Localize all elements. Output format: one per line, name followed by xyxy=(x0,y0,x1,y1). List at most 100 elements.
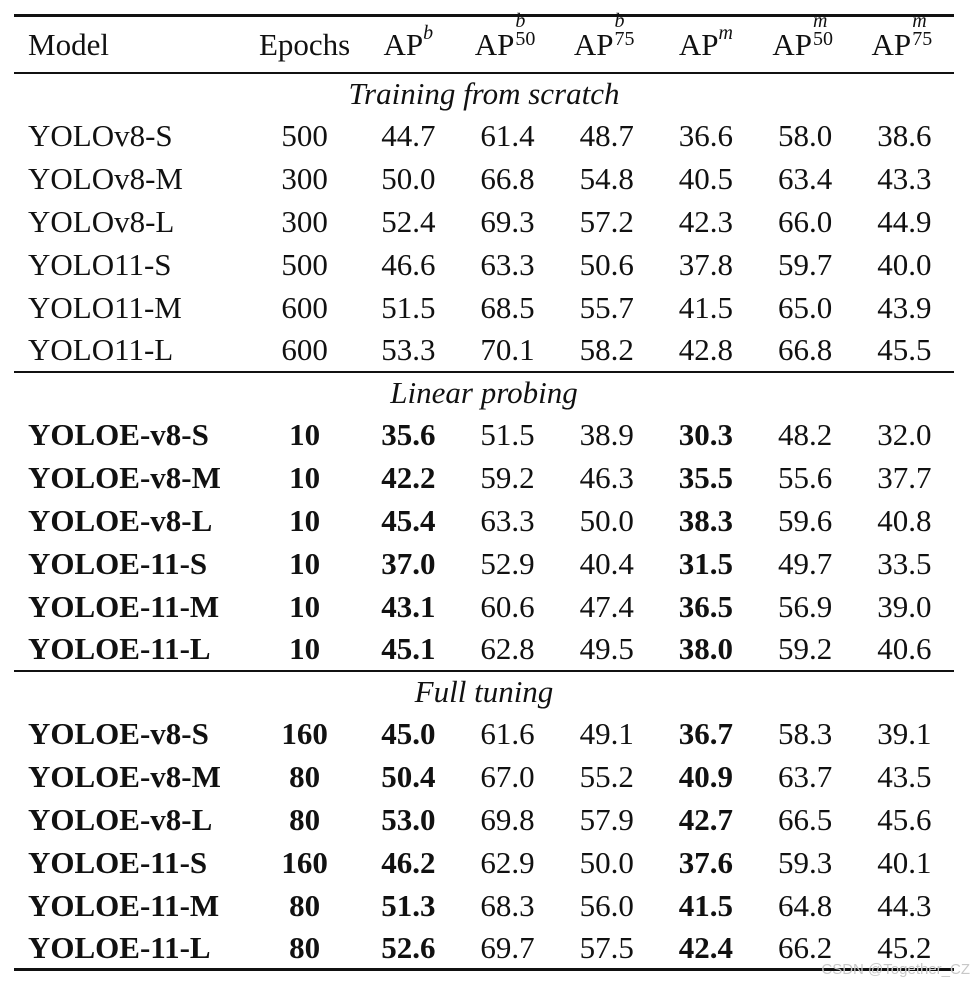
cell-ap-b: 37.0 xyxy=(381,545,436,581)
table-row: YOLOE-v8-L 10 45.4 63.3 50.0 38.3 59.6 40.8 xyxy=(14,499,954,542)
cell-ap-m75: 39.0 xyxy=(877,588,932,624)
header-ap-mask-75: AP m 75 xyxy=(854,11,954,73)
cell-ap-b: 35.6 xyxy=(381,416,436,452)
cell-ap-b50: 63.3 xyxy=(480,502,535,538)
table-row: YOLOE-11-L 10 45.1 62.8 49.5 38.0 59.2 40.6 xyxy=(14,628,954,671)
cell-model: YOLOv8-M xyxy=(28,160,183,196)
cell-epochs: 10 xyxy=(289,459,321,495)
section-title: Linear probing xyxy=(14,370,954,413)
table-row: YOLO11-S 500 46.6 63.3 50.6 37.8 59.7 40.0 xyxy=(14,243,954,286)
cell-ap-m: 37.6 xyxy=(678,844,734,880)
cell-model: YOLOv8-L xyxy=(28,203,175,239)
cell-model: YOLOE-v8-M xyxy=(28,758,221,794)
cell-ap-m75: 45.2 xyxy=(854,926,954,971)
cell-ap-b75: 40.4 xyxy=(579,545,634,581)
cell-ap-m50: 58.0 xyxy=(778,117,833,153)
cell-ap-b75: 57.2 xyxy=(579,203,634,239)
header-ap-box-75: AP b 75 xyxy=(557,11,657,73)
cell-ap-m: 42.4 xyxy=(656,926,756,971)
cell-epochs: 160 xyxy=(281,715,328,751)
cell-ap-b75: 49.1 xyxy=(579,715,634,751)
cell-ap-m75: 40.6 xyxy=(877,631,932,666)
cell-ap-b75: 55.7 xyxy=(579,289,634,325)
cell-ap-b50: 61.6 xyxy=(480,715,535,751)
section-title: Full tuning xyxy=(14,669,954,712)
section-row: Linear probing xyxy=(14,370,954,413)
cell-ap-m75: 37.7 xyxy=(877,459,932,495)
cell-epochs: 500 xyxy=(281,117,328,153)
cell-epochs: 10 xyxy=(289,588,321,624)
cell-ap-m75: 33.5 xyxy=(877,545,932,581)
cell-ap-b75: 48.7 xyxy=(579,117,634,153)
section-title: Training from scratch xyxy=(14,71,954,114)
cell-epochs: 10 xyxy=(289,416,321,452)
cell-ap-b50: 63.3 xyxy=(480,246,535,282)
cell-ap-b50: 61.4 xyxy=(480,117,535,153)
cell-epochs: 600 xyxy=(281,289,328,325)
table-row: YOLOE-11-L 80 52.6 69.7 57.5 42.4 66.2 45.2 xyxy=(14,926,954,971)
cell-ap-m: 38.3 xyxy=(678,502,734,538)
cell-model: YOLOE-v8-M xyxy=(28,459,221,495)
cell-ap-m: 36.7 xyxy=(678,715,734,751)
cell-ap-m50: 63.4 xyxy=(778,160,833,196)
cell-ap-b50: 52.9 xyxy=(480,545,535,581)
header-ap-mask-50: AP m 50 xyxy=(755,11,855,73)
cell-ap-m75: 40.1 xyxy=(877,844,932,880)
cell-ap-b75: 50.0 xyxy=(579,502,634,538)
cell-ap-m50: 63.7 xyxy=(778,758,833,794)
cell-model: YOLOE-11-S xyxy=(28,545,208,581)
header-ap-box-50: AP b 50 xyxy=(457,11,558,73)
cell-ap-b75: 57.5 xyxy=(557,926,657,971)
cell-ap-m75: 44.9 xyxy=(877,203,932,239)
table-row: YOLOE-11-M 80 51.3 68.3 56.0 41.5 64.8 44.3 xyxy=(14,884,954,927)
cell-ap-m: 30.3 xyxy=(678,416,734,452)
cell-ap-m50: 48.2 xyxy=(778,416,833,452)
table-body: Training from scratch YOLOv8-S 500 44.7 61.4… xyxy=(14,71,954,971)
section-row: Training from scratch xyxy=(14,71,954,114)
cell-ap-m50: 59.2 xyxy=(778,631,833,666)
cell-ap-b75: 56.0 xyxy=(579,887,634,923)
cell-ap-m75: 45.6 xyxy=(877,801,932,837)
cell-model: YOLOE-v8-L xyxy=(28,801,213,837)
cell-ap-b75: 49.5 xyxy=(579,631,634,666)
cell-ap-m50: 56.9 xyxy=(778,588,833,624)
header-ap-mask: APm xyxy=(656,14,756,73)
cell-ap-b75: 55.2 xyxy=(579,758,634,794)
cell-ap-b: 45.4 xyxy=(381,502,436,538)
table-row: YOLOv8-M 300 50.0 66.8 54.8 40.5 63.4 43.3 xyxy=(14,157,954,200)
table-row: YOLOE-v8-L 80 53.0 69.8 57.9 42.7 66.5 45.6 xyxy=(14,798,954,841)
table-row: YOLOE-v8-S 10 35.6 51.5 38.9 30.3 48.2 32.0 xyxy=(14,413,954,456)
cell-epochs: 10 xyxy=(289,502,321,538)
cell-ap-b: 51.3 xyxy=(381,887,436,923)
cell-ap-b: 46.2 xyxy=(381,844,436,880)
cell-ap-b: 42.2 xyxy=(381,459,436,495)
table-row: YOLOE-11-M 10 43.1 60.6 47.4 36.5 56.9 39.0 xyxy=(14,585,954,628)
cell-ap-m50: 58.3 xyxy=(778,715,833,751)
cell-ap-b: 45.1 xyxy=(381,631,436,666)
cell-ap-m50: 65.0 xyxy=(778,289,833,325)
cell-ap-b75: 38.9 xyxy=(579,416,634,452)
results-table: Model Epochs APb AP b 50 AP b 75 APm AP m 50 xyxy=(14,11,954,971)
cell-ap-m: 40.5 xyxy=(678,160,734,196)
cell-epochs: 10 xyxy=(289,545,321,581)
cell-ap-b: 44.7 xyxy=(381,117,436,153)
cell-ap-m: 42.7 xyxy=(678,801,734,837)
results-table-container: Model Epochs APb AP b 50 AP b 75 APm AP m 50 xyxy=(14,11,954,971)
cell-ap-m75: 44.3 xyxy=(877,887,932,923)
cell-ap-m75: 38.6 xyxy=(877,117,932,153)
cell-ap-m50: 55.6 xyxy=(778,459,833,495)
cell-ap-m50: 64.8 xyxy=(778,887,833,923)
header-model: Model xyxy=(14,14,251,73)
table-row: YOLOv8-S 500 44.7 61.4 48.7 36.6 58.0 38.6 xyxy=(14,114,954,157)
table-row: YOLO11-M 600 51.5 68.5 55.7 41.5 65.0 43.9 xyxy=(14,286,954,329)
table-row: YOLOE-v8-M 80 50.4 67.0 55.2 40.9 63.7 43.5 xyxy=(14,755,954,798)
cell-epochs: 80 xyxy=(250,926,359,971)
table-row: YOLOE-v8-M 10 42.2 59.2 46.3 35.5 55.6 37.7 xyxy=(14,456,954,499)
cell-epochs: 500 xyxy=(281,246,328,282)
cell-ap-m75: 43.5 xyxy=(877,758,932,794)
cell-ap-b50: 68.5 xyxy=(480,289,535,325)
cell-ap-m: 35.5 xyxy=(678,459,734,495)
cell-epochs: 80 xyxy=(289,887,321,923)
table-row: YOLOv8-L 300 52.4 69.3 57.2 42.3 66.0 44.9 xyxy=(14,200,954,243)
watermark: CSDN @Together_CZ xyxy=(821,961,970,978)
